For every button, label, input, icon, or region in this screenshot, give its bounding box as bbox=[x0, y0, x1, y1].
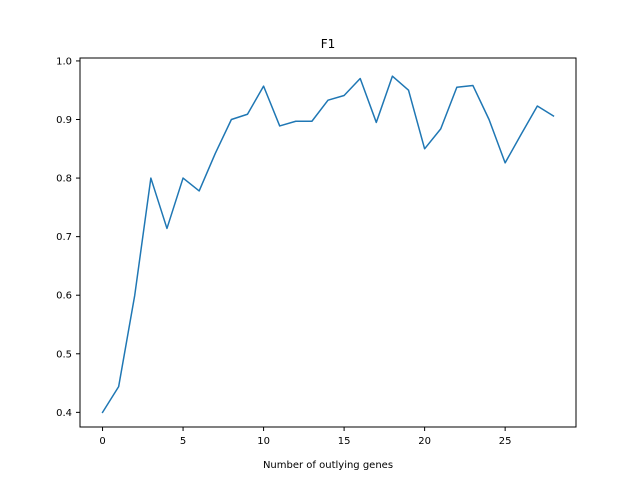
y-tick-label: 0.8 bbox=[56, 174, 72, 185]
x-tick-label: 5 bbox=[180, 436, 186, 447]
y-tick-label: 0.7 bbox=[56, 232, 72, 243]
series-line-0 bbox=[101, 75, 555, 414]
x-tick-label: 25 bbox=[499, 436, 512, 447]
x-tick-label: 0 bbox=[99, 436, 105, 447]
y-tick-label: 0.5 bbox=[56, 349, 72, 360]
y-tick-label: 0.6 bbox=[56, 291, 72, 302]
y-tick-label: 0.9 bbox=[56, 115, 72, 126]
chart-title: F1 bbox=[321, 37, 336, 51]
plot-area: 0 5 10 15 20 25 0.4 0.5 0.6 0.7 0.8 0.9 1.0 bbox=[56, 56, 577, 447]
plot-frame bbox=[79, 57, 577, 428]
x-tick-label: 15 bbox=[338, 436, 351, 447]
x-tick-label: 20 bbox=[418, 436, 431, 447]
x-tick-label: 10 bbox=[257, 436, 270, 447]
y-tick-label: 1.0 bbox=[56, 56, 72, 67]
x-axis-label: Number of outlying genes bbox=[263, 460, 393, 471]
y-tick-label: 0.4 bbox=[56, 408, 72, 419]
